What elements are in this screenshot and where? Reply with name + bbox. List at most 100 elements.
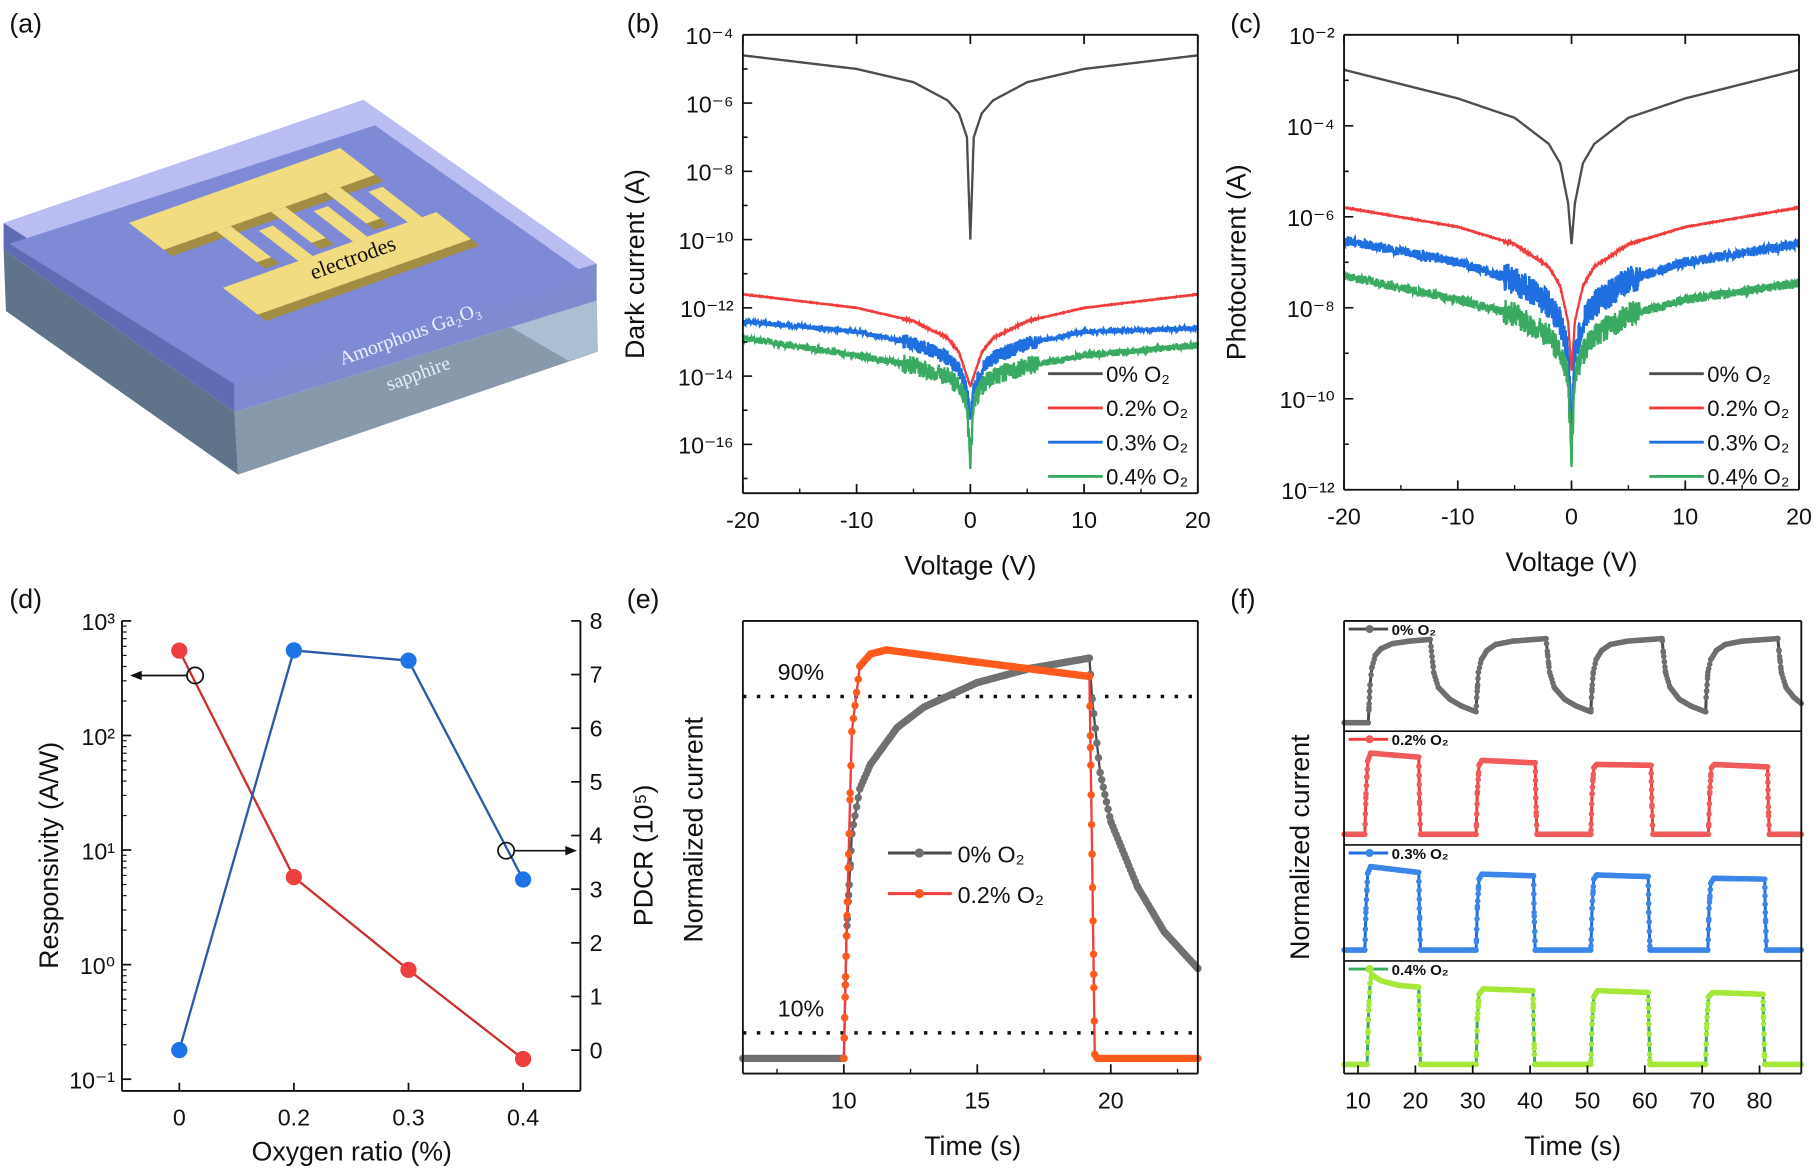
- data-point: [1363, 896, 1370, 903]
- data-point: [1760, 998, 1766, 1005]
- legend-marker: [1365, 848, 1374, 858]
- threshold-label: 10%: [778, 996, 824, 1022]
- data-point: [1591, 876, 1597, 882]
- data-point: [852, 688, 861, 697]
- y2-tick-label: 6: [590, 715, 603, 741]
- data-point: [1416, 772, 1422, 779]
- data-point: [1474, 898, 1481, 904]
- data-point: [1702, 708, 1709, 715]
- data-point: [1475, 883, 1482, 890]
- data-point: [1532, 768, 1539, 775]
- data-point: [1435, 684, 1442, 691]
- data-point: [1704, 1014, 1710, 1021]
- substrate-right-face: [234, 300, 598, 475]
- data-point: [1588, 821, 1594, 828]
- data-point: [1709, 989, 1716, 996]
- data-point: [1417, 926, 1423, 933]
- data-point: [1378, 977, 1384, 984]
- data-point: [1531, 891, 1537, 897]
- data-point: [1648, 770, 1655, 777]
- data-point: [1532, 947, 1538, 953]
- data-point: [1362, 821, 1368, 827]
- data-point: [1762, 919, 1769, 925]
- legend-item: 0% O₂: [1048, 362, 1170, 387]
- data-point: [1648, 762, 1654, 769]
- data-point: [1761, 1041, 1767, 1048]
- data-point: [1590, 883, 1597, 890]
- data-point: [1761, 1051, 1768, 1058]
- data-point: [1395, 982, 1401, 989]
- legend-label: 0% O₂: [1707, 362, 1771, 387]
- data-point: [1645, 891, 1652, 898]
- data-point: [1551, 684, 1558, 691]
- data-point: [1711, 761, 1718, 768]
- data-point: [1777, 664, 1784, 670]
- data-point: [1545, 653, 1551, 660]
- data-point: [1417, 1061, 1424, 1068]
- data-point: [845, 830, 853, 838]
- data-point: [1368, 665, 1375, 671]
- data-point: [1588, 936, 1594, 943]
- x-tick-label: 10: [1071, 507, 1097, 533]
- data-point: [1765, 804, 1772, 810]
- data-point: [1416, 878, 1422, 885]
- data-point: [1646, 909, 1652, 916]
- x-tick-label: 0.2: [278, 1105, 310, 1131]
- legend-marker: [914, 848, 924, 858]
- data-point: [1594, 987, 1601, 994]
- data-point: [1648, 778, 1655, 785]
- data-point: [1706, 916, 1712, 922]
- data-point: [1703, 1031, 1710, 1037]
- data-point: [1530, 1012, 1537, 1019]
- data-point: [1703, 694, 1709, 701]
- data-point: [840, 1034, 848, 1042]
- data-point: [1645, 873, 1652, 880]
- data-point: [1366, 707, 1372, 713]
- data-point: [1366, 694, 1373, 701]
- data-point: [514, 1050, 532, 1068]
- data-point: [1645, 1013, 1652, 1019]
- data-point: [1363, 905, 1369, 912]
- y-tick-label: 10⁻²: [1289, 23, 1335, 49]
- data-point: [1475, 890, 1481, 897]
- subplot-0: 0% O₂: [1341, 622, 1805, 726]
- x-tick-label: 60: [1632, 1087, 1658, 1113]
- legend-item: 0.3% O₂: [1348, 846, 1449, 863]
- data-point: [1362, 947, 1368, 953]
- y-tick-label: 10²: [81, 724, 115, 750]
- series-line-0: [1343, 68, 1800, 245]
- data-point: [1473, 1061, 1479, 1068]
- data-point: [847, 761, 855, 770]
- x-tick-label: 0.4: [507, 1105, 539, 1131]
- data-point: [1363, 790, 1369, 797]
- data-point: [1588, 831, 1594, 838]
- electrode-pad-top: [128, 148, 376, 250]
- data-point: [1646, 919, 1652, 925]
- legend-item: 0% O₂: [1649, 362, 1771, 387]
- data-point: [1705, 994, 1712, 1000]
- data-point: [1099, 783, 1108, 791]
- data-point: [1761, 1061, 1768, 1068]
- data-point: [1428, 648, 1435, 654]
- data-point: [1775, 635, 1781, 642]
- data-point: [1647, 947, 1653, 953]
- data-point: [843, 898, 852, 906]
- panel-label-f: (f): [1230, 584, 1255, 614]
- data-point: [1416, 887, 1422, 894]
- data-point: [1476, 664, 1483, 671]
- data-point: [1546, 664, 1552, 670]
- data-point: [1364, 758, 1371, 764]
- data-point: [1531, 909, 1537, 916]
- data-point: [1531, 1041, 1537, 1048]
- data-point: [842, 932, 851, 940]
- data-point: [1777, 658, 1783, 665]
- data-point: [1706, 661, 1713, 667]
- data-point: [1593, 761, 1600, 768]
- data-point: [1589, 682, 1596, 688]
- data-point: [400, 961, 417, 978]
- panel-label-e: (e): [627, 584, 660, 614]
- data-point: [1707, 893, 1713, 899]
- legend-marker: [914, 888, 924, 899]
- data-point: [1589, 1014, 1596, 1021]
- data-point: [1762, 884, 1768, 891]
